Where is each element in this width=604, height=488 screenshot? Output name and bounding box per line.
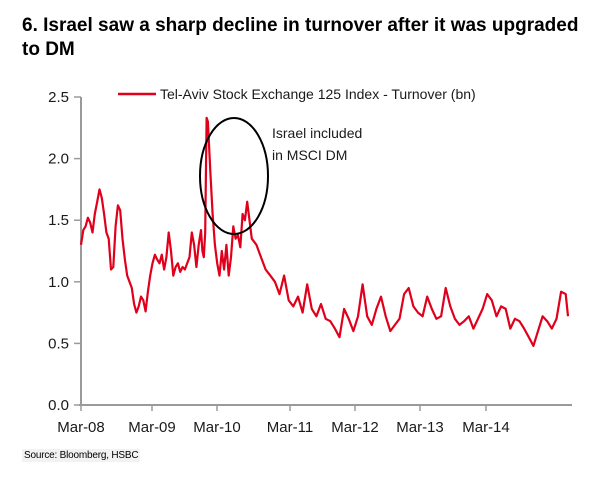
y-tick-label: 1.5 — [48, 212, 69, 229]
source-note: Source: Bloomberg, HSBC — [22, 449, 141, 462]
chart-title: 6. Israel saw a sharp decline in turnove… — [22, 15, 579, 60]
y-axis: 0.0 0.5 1.0 1.5 2.0 2.5 — [48, 89, 82, 414]
x-tick-label: Mar-11 — [267, 419, 313, 436]
x-axis: Mar-08 Mar-09 Mar-10 Mar-11 Mar-12 Mar-13 Mar-… — [57, 404, 572, 436]
annotation: Israel included in MSCI DM — [199, 117, 362, 235]
series-line-turnover — [79, 116, 570, 347]
x-tick-label: Mar-08 — [57, 419, 105, 436]
x-tick-label: Mar-09 — [128, 419, 176, 436]
x-tick-label: Mar-13 — [396, 419, 444, 436]
annotation-text: in MSCI DM — [272, 147, 347, 163]
legend-label: Tel-Aviv Stock Exchange 125 Index - Turn… — [160, 86, 476, 102]
x-tick-label: Mar-10 — [193, 419, 241, 436]
annotation-text: Israel included — [272, 125, 362, 141]
x-tick-label: Mar-14 — [462, 419, 510, 436]
x-tick-label: Mar-12 — [331, 419, 379, 436]
y-tick-label: 1.0 — [48, 274, 69, 291]
y-tick-label: 0.0 — [48, 397, 69, 414]
y-tick-label: 2.5 — [48, 89, 69, 106]
legend: Tel-Aviv Stock Exchange 125 Index - Turn… — [118, 86, 476, 102]
series-layer — [79, 116, 570, 347]
annotation-ellipse — [199, 117, 269, 235]
y-tick-label: 2.0 — [48, 151, 69, 168]
y-tick-label: 0.5 — [48, 335, 69, 352]
